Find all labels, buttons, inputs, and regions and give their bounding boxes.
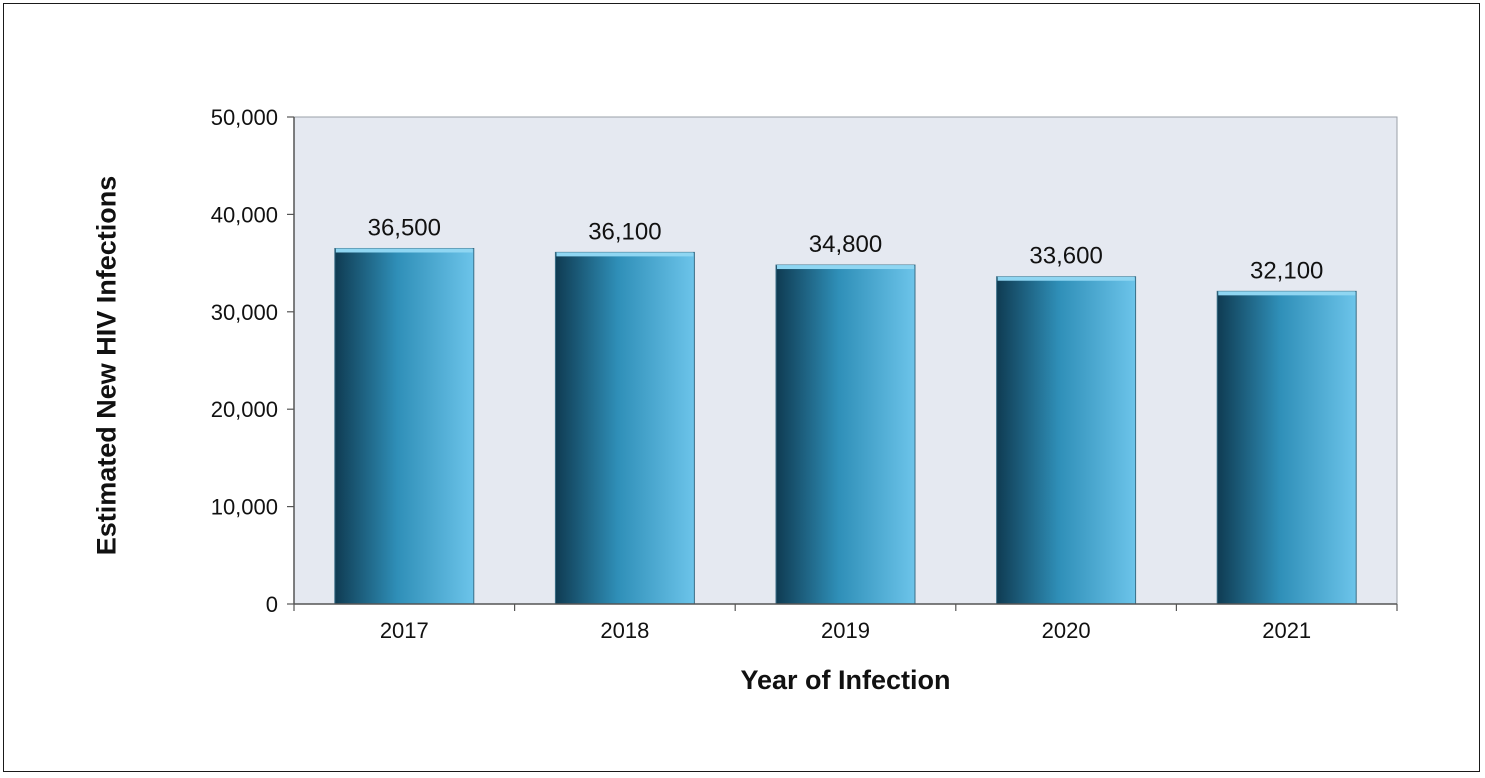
x-tick-label: 2017: [380, 618, 429, 643]
y-tick-label: 30,000: [211, 300, 278, 325]
bar: [1216, 290, 1357, 605]
x-tick-label: 2020: [1042, 618, 1091, 643]
y-tick-label: 20,000: [211, 397, 278, 422]
data-label: 36,100: [588, 218, 661, 245]
y-tick-label: 0: [266, 592, 278, 617]
bar: [334, 247, 475, 605]
y-tick-label: 10,000: [211, 495, 278, 520]
data-label: 34,800: [809, 231, 882, 258]
bar: [554, 251, 695, 605]
bars: 36,500 36,100 34,800 33,600 32,100: [334, 214, 1357, 605]
x-tick-label: 2021: [1262, 618, 1311, 643]
bar-top-highlight: [777, 265, 914, 270]
data-label: 33,600: [1029, 243, 1102, 270]
bar: [775, 264, 916, 605]
data-label: 32,100: [1250, 257, 1323, 284]
chart-frame: 0 10,000 20,000 30,000 40,000 50,000 36,500 36…: [3, 3, 1480, 772]
bar: [996, 276, 1137, 605]
data-label: 36,500: [368, 214, 441, 241]
y-axis-label: Estimated New HIV Infections: [91, 176, 121, 556]
y-tick-label: 40,000: [211, 202, 278, 227]
bar-top-highlight: [335, 248, 473, 253]
bar-top-highlight: [556, 252, 694, 257]
y-tick-label: 50,000: [211, 105, 278, 130]
x-axis-ticks: 2017 2018 2019 2020 2021: [293, 604, 1398, 643]
x-tick-label: 2019: [821, 618, 870, 643]
bar-top-highlight: [1218, 291, 1356, 296]
x-axis-label: Year of Infection: [740, 665, 950, 695]
bar-top-highlight: [997, 276, 1135, 281]
x-tick-label: 2018: [600, 618, 649, 643]
y-axis-ticks: 0 10,000 20,000 30,000 40,000 50,000: [211, 105, 294, 617]
